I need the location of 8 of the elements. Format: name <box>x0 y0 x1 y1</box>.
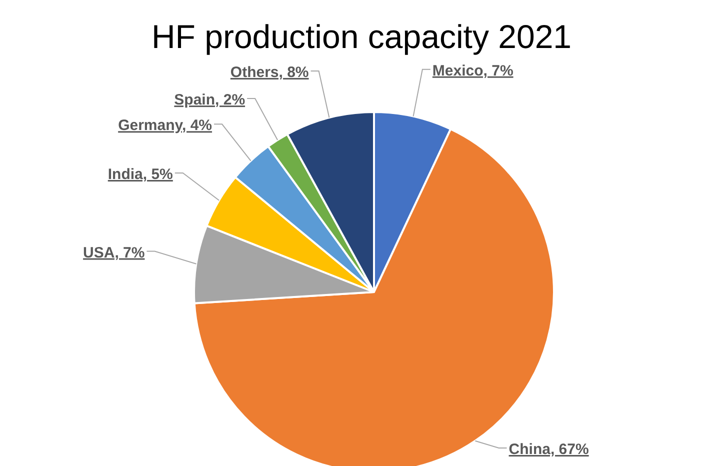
slice-label: India, 5% <box>108 166 173 183</box>
slice-label: USA, 7% <box>83 244 145 262</box>
chart-title: HF production capacity 2021 <box>151 18 572 55</box>
slice-label: Spain, 2% <box>174 92 246 109</box>
slice-label: Others, 8% <box>230 64 309 81</box>
slice-label: Mexico, 7% <box>432 62 514 80</box>
slice-label: Germany, 4% <box>118 117 212 134</box>
slice-label: China, 67% <box>508 441 589 458</box>
